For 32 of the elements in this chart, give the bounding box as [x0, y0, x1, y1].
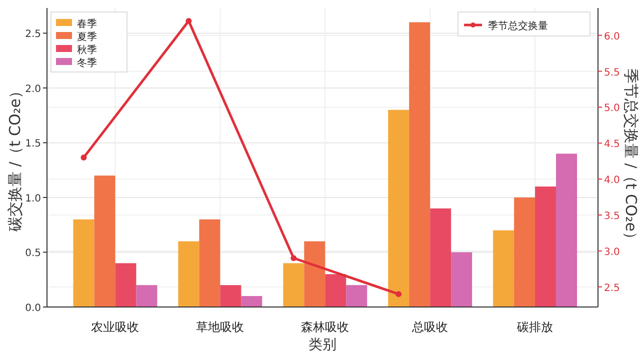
x-tick-label: 总吸收: [411, 320, 448, 334]
y2-tick-label: 5.0: [604, 103, 620, 114]
x-axis-title: 类别: [308, 337, 336, 353]
y2-tick-label: 3.0: [604, 246, 620, 258]
legend-label: 夏季: [77, 31, 97, 43]
y-axis-title: 碳交换量 /（t CO₂e）: [6, 84, 24, 232]
x-tick-label: 农业吸收: [91, 320, 140, 334]
x-tick-label: 草地吸收: [196, 320, 244, 334]
y2-tick-label: 4.5: [604, 139, 620, 150]
point: [186, 18, 192, 24]
legend-label: 季节总交换量: [488, 20, 548, 32]
y-tick-label: 2.5: [25, 29, 41, 40]
legend-label: 春季: [77, 18, 97, 30]
y-tick-label: 1.5: [25, 138, 41, 150]
y-tick-label: 0.5: [25, 248, 41, 260]
point: [396, 291, 402, 298]
y2-tick-label: 6.0: [604, 31, 620, 42]
y2-tick-label: 5.5: [604, 67, 620, 78]
point: [290, 255, 297, 262]
y2-axis-title: 季节总交换量 /（t CO₂e）: [622, 68, 640, 246]
legend2: 季节总交换量: [458, 12, 590, 36]
x-tick-label: 碳排放: [516, 320, 554, 334]
point: [80, 154, 87, 160]
y2-tick-label: 4.0: [604, 175, 620, 186]
legend-label: 秋季: [77, 44, 97, 56]
y-tick-label: 1.0: [25, 193, 41, 204]
y-tick-label: 2.0: [25, 84, 41, 95]
legend-label: 冬季: [77, 57, 97, 69]
y2-tick-label: 2.5: [604, 282, 620, 294]
y2-tick-label: 3.5: [604, 211, 620, 222]
y-tick-label: 0.0: [25, 303, 41, 314]
x-tick-label: 森林吸收: [301, 320, 350, 334]
